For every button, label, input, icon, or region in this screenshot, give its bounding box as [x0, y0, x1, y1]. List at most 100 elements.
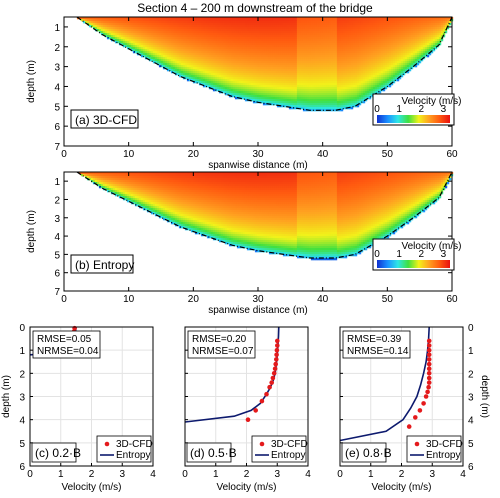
velocity-cell — [358, 81, 362, 84]
velocity-cell — [196, 61, 200, 64]
velocity-cell — [182, 47, 186, 50]
velocity-cell — [266, 41, 270, 44]
velocity-cell — [326, 103, 330, 106]
velocity-cell — [286, 33, 290, 36]
velocity-cell — [240, 83, 244, 86]
velocity-cell — [168, 27, 172, 30]
velocity-cell — [156, 57, 160, 60]
velocity-cell — [332, 17, 336, 20]
velocity-cell — [200, 77, 204, 80]
velocity-cell — [344, 105, 348, 108]
velocity-cell — [328, 87, 332, 90]
velocity-cell — [234, 33, 238, 36]
velocity-cell — [152, 47, 156, 50]
velocity-cell — [342, 83, 346, 86]
velocity-cell — [314, 83, 318, 86]
velocity-cell — [228, 49, 232, 52]
velocity-cell — [150, 43, 154, 46]
velocity-cell — [252, 83, 256, 86]
velocity-cell — [300, 57, 304, 60]
velocity-cell — [260, 57, 264, 60]
velocity-cell — [180, 63, 184, 66]
velocity-cell — [174, 35, 178, 38]
velocity-cell — [304, 99, 308, 102]
velocity-cell — [336, 103, 340, 106]
velocity-cell — [376, 19, 380, 22]
velocity-cell — [356, 17, 360, 20]
velocity-cell — [324, 71, 328, 74]
velocity-cell — [270, 89, 274, 92]
velocity-cell — [158, 27, 162, 30]
velocity-cell — [174, 37, 178, 40]
velocity-cell — [162, 27, 166, 30]
velocity-cell — [202, 53, 206, 56]
velocity-cell — [220, 55, 224, 58]
velocity-cell — [284, 63, 288, 66]
velocity-cell — [194, 73, 198, 76]
velocity-cell — [242, 29, 246, 32]
velocity-cell — [292, 59, 296, 62]
velocity-cell — [194, 71, 198, 74]
velocity-cell — [352, 31, 356, 34]
velocity-cell — [236, 65, 240, 68]
velocity-cell — [268, 55, 272, 58]
velocity-cell — [190, 57, 194, 60]
velocity-cell — [304, 41, 308, 44]
velocity-cell — [202, 33, 206, 36]
velocity-cell — [286, 89, 290, 92]
velocity-cell — [358, 89, 362, 92]
velocity-cell — [258, 71, 262, 74]
velocity-cell — [172, 25, 176, 28]
velocity-cell — [302, 19, 306, 22]
velocity-cell — [304, 97, 308, 100]
velocity-cell — [242, 57, 246, 60]
velocity-cell — [130, 19, 134, 22]
velocity-cell — [364, 25, 368, 28]
velocity-cell — [278, 17, 282, 20]
velocity-cell — [372, 71, 376, 74]
velocity-cell — [250, 93, 254, 96]
velocity-cell — [200, 43, 204, 46]
velocity-cell — [336, 55, 340, 58]
velocity-cell — [238, 33, 242, 36]
velocity-cell — [258, 57, 262, 60]
velocity-cell — [252, 95, 256, 98]
velocity-cell — [270, 43, 274, 46]
velocity-cell — [310, 89, 314, 92]
velocity-cell — [336, 61, 340, 64]
velocity-cell — [260, 43, 264, 46]
velocity-cell — [240, 91, 244, 94]
velocity-cell — [172, 31, 176, 34]
velocity-cell — [102, 33, 106, 36]
velocity-cell — [138, 43, 142, 46]
velocity-cell — [190, 59, 194, 62]
velocity-cell — [118, 29, 122, 32]
velocity-cell — [310, 31, 314, 34]
velocity-cell — [370, 57, 374, 60]
velocity-cell — [362, 49, 366, 52]
velocity-cell — [188, 51, 192, 54]
velocity-cell — [314, 61, 318, 64]
velocity-cell — [368, 87, 372, 90]
velocity-cell — [94, 23, 98, 26]
velocity-cell — [180, 21, 184, 24]
velocity-cell — [362, 87, 366, 90]
velocity-cell — [362, 91, 366, 94]
velocity-cell — [364, 43, 368, 46]
velocity-cell — [138, 33, 142, 36]
velocity-cell — [258, 87, 262, 90]
velocity-cell — [186, 35, 190, 38]
velocity-cell — [226, 43, 230, 46]
velocity-cell — [372, 57, 376, 60]
velocity-cell — [178, 39, 182, 42]
velocity-cell — [254, 49, 258, 52]
velocity-cell — [264, 87, 268, 90]
velocity-cell — [220, 53, 224, 56]
velocity-cell — [366, 65, 370, 68]
velocity-cell — [340, 107, 344, 110]
velocity-cell — [284, 85, 288, 88]
velocity-cell — [188, 17, 192, 20]
velocity-cell — [306, 107, 310, 110]
velocity-cell — [292, 101, 296, 104]
velocity-cell — [270, 77, 274, 80]
